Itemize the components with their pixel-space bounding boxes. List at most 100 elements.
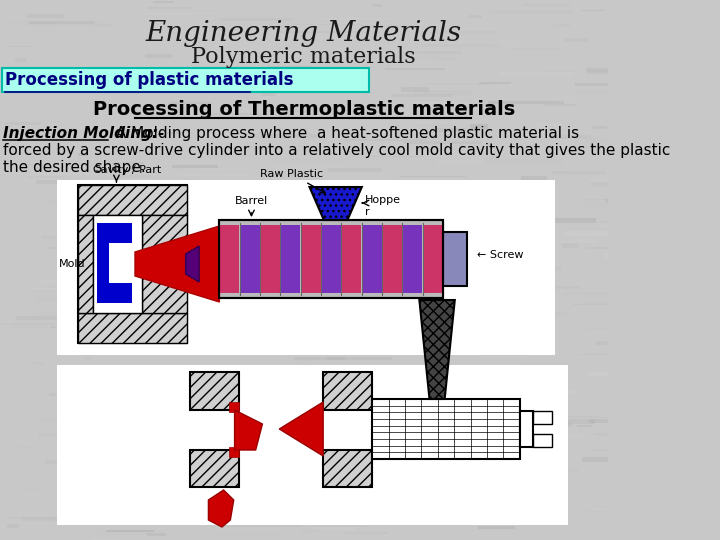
Bar [399, 176, 466, 177]
Bar [415, 38, 448, 43]
Bar [196, 437, 224, 441]
Bar [500, 194, 518, 198]
Bar [545, 91, 592, 94]
Bar [230, 327, 266, 330]
Bar [407, 249, 446, 253]
Bar [220, 220, 443, 298]
Bar [313, 527, 356, 530]
Bar [589, 418, 669, 423]
Bar [371, 156, 423, 158]
Bar [138, 394, 192, 396]
Bar [297, 360, 316, 361]
Bar [301, 225, 320, 293]
Bar [484, 159, 562, 164]
Text: Injection Molding:-: Injection Molding:- [4, 126, 165, 141]
Bar [78, 153, 88, 156]
Bar [215, 214, 232, 218]
Bar [24, 89, 66, 92]
Bar [193, 515, 264, 518]
Bar [229, 402, 239, 412]
Bar [392, 308, 428, 313]
Bar [348, 341, 391, 343]
Bar [478, 526, 515, 529]
Bar [248, 410, 325, 412]
Bar [323, 372, 372, 410]
Bar [322, 440, 368, 441]
Bar [413, 426, 459, 428]
Bar [598, 221, 674, 223]
Bar [76, 484, 129, 488]
Bar [556, 195, 608, 199]
Bar [181, 508, 210, 511]
Bar [284, 224, 314, 225]
Bar [458, 203, 472, 207]
Bar [400, 307, 415, 309]
Bar [59, 243, 125, 246]
Bar [228, 514, 292, 517]
Bar [97, 249, 107, 251]
Bar [79, 409, 89, 410]
Bar [6, 225, 52, 226]
Bar [392, 269, 421, 271]
Bar [552, 134, 591, 139]
Bar [446, 333, 468, 335]
Bar [327, 357, 392, 360]
Bar [35, 77, 65, 80]
Bar [97, 471, 122, 476]
Bar [181, 305, 241, 309]
Bar [1, 68, 369, 92]
Bar [389, 365, 407, 367]
Bar [330, 467, 395, 470]
Bar [418, 31, 496, 34]
Bar [586, 247, 659, 249]
Bar [197, 398, 242, 401]
Bar [360, 55, 438, 59]
Bar [351, 188, 372, 192]
Bar [495, 370, 516, 374]
Bar [233, 504, 247, 505]
Bar [220, 18, 292, 21]
Bar [35, 297, 77, 301]
Bar [221, 525, 302, 526]
Bar [273, 129, 310, 130]
Bar [138, 218, 188, 222]
Bar [563, 390, 575, 394]
Bar [4, 122, 41, 125]
Bar [401, 87, 428, 92]
Text: Cavity / Part: Cavity / Part [93, 165, 161, 175]
Bar [163, 132, 185, 134]
Bar [247, 470, 315, 474]
Bar [438, 226, 453, 230]
Bar [604, 254, 634, 258]
Bar [516, 133, 559, 135]
Bar [169, 96, 184, 97]
Bar [345, 494, 356, 498]
Polygon shape [419, 300, 455, 399]
Bar [339, 317, 390, 319]
Bar [591, 182, 622, 186]
Bar [168, 105, 244, 109]
Bar [40, 419, 83, 422]
Bar [422, 475, 478, 478]
Bar [402, 301, 466, 304]
Bar [513, 154, 557, 157]
Bar [49, 393, 95, 396]
Bar [544, 70, 577, 72]
Bar [35, 180, 104, 184]
Bar [256, 429, 321, 431]
Bar [274, 89, 343, 92]
Bar [585, 302, 665, 303]
Bar [321, 225, 341, 293]
Bar [542, 239, 597, 243]
Bar [606, 526, 663, 528]
Bar [97, 283, 132, 303]
Bar [534, 434, 552, 447]
Bar [267, 79, 301, 83]
Bar [22, 164, 50, 166]
Bar [305, 291, 365, 295]
Bar [289, 207, 306, 212]
Bar [469, 15, 482, 17]
Bar [112, 293, 187, 296]
Bar [61, 130, 81, 132]
Bar [145, 367, 210, 369]
